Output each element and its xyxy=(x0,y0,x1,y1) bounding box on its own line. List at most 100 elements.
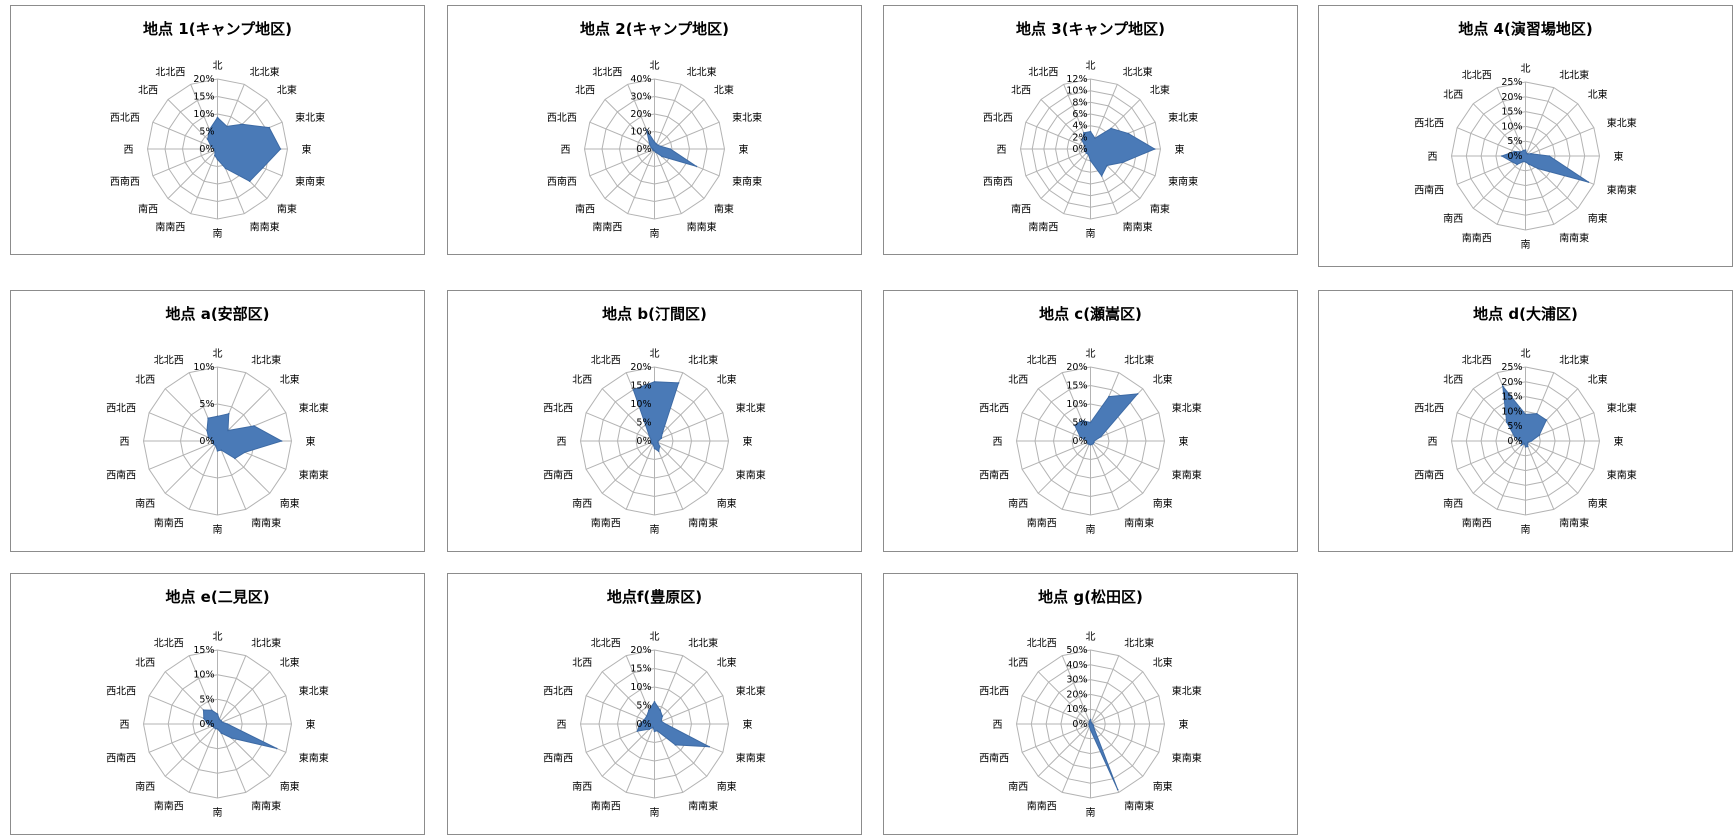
data-point-5 xyxy=(695,165,698,168)
data-point-4 xyxy=(1530,440,1533,442)
data-point-14 xyxy=(648,435,651,437)
direction-label: 西北西 xyxy=(979,685,1009,697)
grid-spoke xyxy=(1525,87,1555,157)
direction-label: 南南西 xyxy=(592,221,622,234)
tick-label: 50% xyxy=(1066,645,1087,656)
wind-rose-svg: 地点 c(瀬嵩区) 0% 5% 10% 15% 20% 北北北東北東東北東東東南東南東南南東… xyxy=(979,305,1202,536)
data-point-4 xyxy=(1093,440,1095,442)
wind-rose-panel-b: 地点 b(汀間区) 0% 5% 10% 15% 20% 北北北東 北東 東北東東東南東 南東 南南東… xyxy=(447,290,862,552)
direction-label: 東北東 xyxy=(299,684,329,697)
data-point-8 xyxy=(1524,161,1527,163)
wind-rose-svg: 地点 3(キャンプ地区) 0%2%4%6%8%10%12% 北 北北東北東東北東東東南… xyxy=(983,20,1198,240)
tick-label: 10% xyxy=(630,399,651,410)
tick-label: 5% xyxy=(636,701,651,712)
tick-label: 20% xyxy=(1066,689,1087,700)
grid-spoke xyxy=(1090,723,1144,777)
data-point-6 xyxy=(234,457,236,460)
data-point-13 xyxy=(650,438,652,441)
direction-label: 北東 xyxy=(280,656,300,669)
direction-label: 東南東 xyxy=(736,469,766,482)
direction-label: 南東 xyxy=(717,780,737,793)
grid-spoke xyxy=(217,671,271,725)
data-point-4 xyxy=(226,723,229,725)
direction-label: 北北東 xyxy=(250,65,280,78)
data-point-10 xyxy=(1516,163,1518,166)
direction-label: 南南東 xyxy=(1124,799,1154,812)
direction-label: 東北東 xyxy=(732,111,762,124)
grid-spoke xyxy=(1025,148,1091,177)
direction-label: 南 xyxy=(1521,523,1531,536)
direction-label: 南南東 xyxy=(251,516,281,529)
grid-spoke xyxy=(601,671,655,725)
tick-label: 5% xyxy=(199,127,214,138)
data-point-5 xyxy=(1587,181,1590,183)
data-point-8 xyxy=(1089,443,1092,446)
grid-spoke xyxy=(604,148,655,199)
wind-rose-panel-2: 地点 2(キャンプ地区) 0% 10% 20% 30% 40% 北 北北東 北東 東北東東東南東南… xyxy=(447,5,862,255)
grid-spoke xyxy=(585,412,655,442)
data-point-13 xyxy=(1084,146,1086,148)
data-point-10 xyxy=(1087,442,1089,445)
direction-label: 南南東 xyxy=(687,221,717,234)
data-point-6 xyxy=(230,737,233,739)
direction-label: 西南西 xyxy=(543,752,573,765)
direction-label: 東南東 xyxy=(299,469,329,482)
data-point-10 xyxy=(651,442,653,445)
tick-label: 15% xyxy=(193,92,214,103)
data-point-7 xyxy=(1116,788,1119,791)
direction-label: 南南西 xyxy=(155,221,185,234)
data-point-9 xyxy=(214,727,217,730)
grid-spoke xyxy=(601,388,655,442)
data-point-9 xyxy=(1088,725,1091,728)
grid-spoke xyxy=(190,148,218,214)
data-point-9 xyxy=(652,443,654,446)
grid-spoke xyxy=(217,695,287,725)
direction-label: 北西 xyxy=(1008,374,1028,386)
direction-label: 北北東 xyxy=(688,637,718,650)
data-point-10 xyxy=(1085,152,1088,154)
data-point-3 xyxy=(221,721,223,723)
data-point-15 xyxy=(645,128,648,131)
direction-label: 東南東 xyxy=(1607,469,1637,482)
data-point-12 xyxy=(1083,148,1086,150)
tick-label: 0% xyxy=(636,436,651,447)
grid-spoke xyxy=(1496,440,1526,510)
data-point-0 xyxy=(653,381,656,383)
data-point-12 xyxy=(211,440,214,442)
direction-label: 北 xyxy=(650,60,660,72)
wind-rose-panel-f: 地点f(豊原区) 0% 5% 10% 15% 20% 北北北東 北東 東北東東東南東 南東 南南東南… xyxy=(447,573,862,835)
data-point-15 xyxy=(1083,132,1085,134)
direction-label: 西南西 xyxy=(110,175,140,188)
direction-label: 西南西 xyxy=(979,469,1009,482)
data-point-2 xyxy=(661,715,664,717)
direction-label: 東 xyxy=(743,435,753,448)
data-point-14 xyxy=(645,715,648,717)
wind-rose-panel-d: 地点 d(大浦区) 0% 5% 10% 15% 20% 25% 北北北東 北東 東北東東東南東 南東… xyxy=(1318,290,1733,552)
wind-rose-svg: 地点 g(松田区) 0% 10% 20% 30% 40% 50% 北北北東北東東北東東東南東南… xyxy=(979,588,1202,819)
data-point-3 xyxy=(660,145,662,148)
direction-label: 東北東 xyxy=(736,401,766,414)
data-point-13 xyxy=(650,146,653,149)
grid-spoke xyxy=(1061,723,1091,793)
direction-label: 西南西 xyxy=(1414,184,1444,197)
data-point-12 xyxy=(638,723,641,725)
direction-label: 北北東 xyxy=(687,65,717,78)
direction-label: 北 xyxy=(650,631,660,643)
data-point-3 xyxy=(268,126,271,129)
direction-label: 北西 xyxy=(1443,89,1463,101)
direction-label: 南東 xyxy=(1588,497,1608,510)
direction-label: 西北西 xyxy=(106,402,136,414)
data-point-14 xyxy=(648,143,651,145)
direction-label: 東 xyxy=(302,143,312,156)
direction-label: 東北東 xyxy=(1168,111,1198,124)
data-point-15 xyxy=(1502,385,1504,388)
grid-spoke xyxy=(217,440,247,510)
direction-label: 北西 xyxy=(572,374,592,386)
direction-label: 北西 xyxy=(1443,374,1463,386)
direction-label: 南西 xyxy=(135,780,155,793)
direction-label: 南西 xyxy=(1008,780,1028,793)
data-point-5 xyxy=(1092,724,1094,726)
data-point-1 xyxy=(677,382,680,384)
direction-label: 南南東 xyxy=(1123,221,1153,234)
